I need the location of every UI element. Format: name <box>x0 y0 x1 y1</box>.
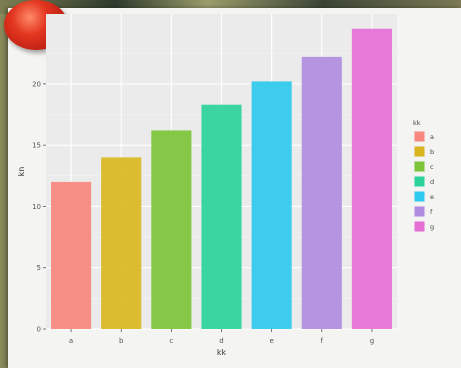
x-tick-label: g <box>370 337 374 345</box>
legend-swatch-a <box>414 131 425 142</box>
x-tick-label: a <box>69 337 73 345</box>
legend-swatch-g <box>414 221 425 232</box>
legend-swatch-f <box>414 206 425 217</box>
bar-c <box>151 130 192 329</box>
x-tick-label: c <box>169 337 173 345</box>
y-tick-label: 10 <box>32 203 41 211</box>
x-axis-ticks: a b c d e f g <box>69 329 374 345</box>
x-tick-label: d <box>219 337 223 345</box>
bar-a <box>51 181 92 329</box>
legend-swatch-d <box>414 176 425 187</box>
legend-label: e <box>430 193 434 201</box>
x-tick-label: f <box>321 337 324 345</box>
bar-b <box>101 157 142 329</box>
bars <box>51 28 392 330</box>
legend-label: c <box>430 163 434 171</box>
y-axis-title: kn <box>17 167 26 177</box>
x-axis-title: kk <box>217 348 227 357</box>
y-tick-label: 15 <box>32 142 41 150</box>
x-tick-label: e <box>269 337 273 345</box>
legend-label: b <box>430 148 434 156</box>
y-tick-label: 0 <box>37 326 41 334</box>
bar-g <box>351 28 392 330</box>
legend-title: kk <box>413 119 421 127</box>
legend-label: d <box>430 178 434 186</box>
legend-swatch-b <box>414 146 425 157</box>
legend-label: a <box>430 133 434 141</box>
y-axis-ticks: 0 5 10 15 20 <box>32 80 46 334</box>
legend-swatch-c <box>414 161 425 172</box>
bar-f <box>301 56 342 329</box>
bar-d <box>201 104 242 330</box>
y-tick-label: 20 <box>32 80 41 88</box>
legend-label: f <box>430 208 433 216</box>
y-tick-label: 5 <box>37 264 41 272</box>
legend-swatch-e <box>414 191 425 202</box>
x-tick-label: b <box>119 337 124 345</box>
legend-label: g <box>430 223 434 231</box>
bar-e <box>251 81 292 330</box>
